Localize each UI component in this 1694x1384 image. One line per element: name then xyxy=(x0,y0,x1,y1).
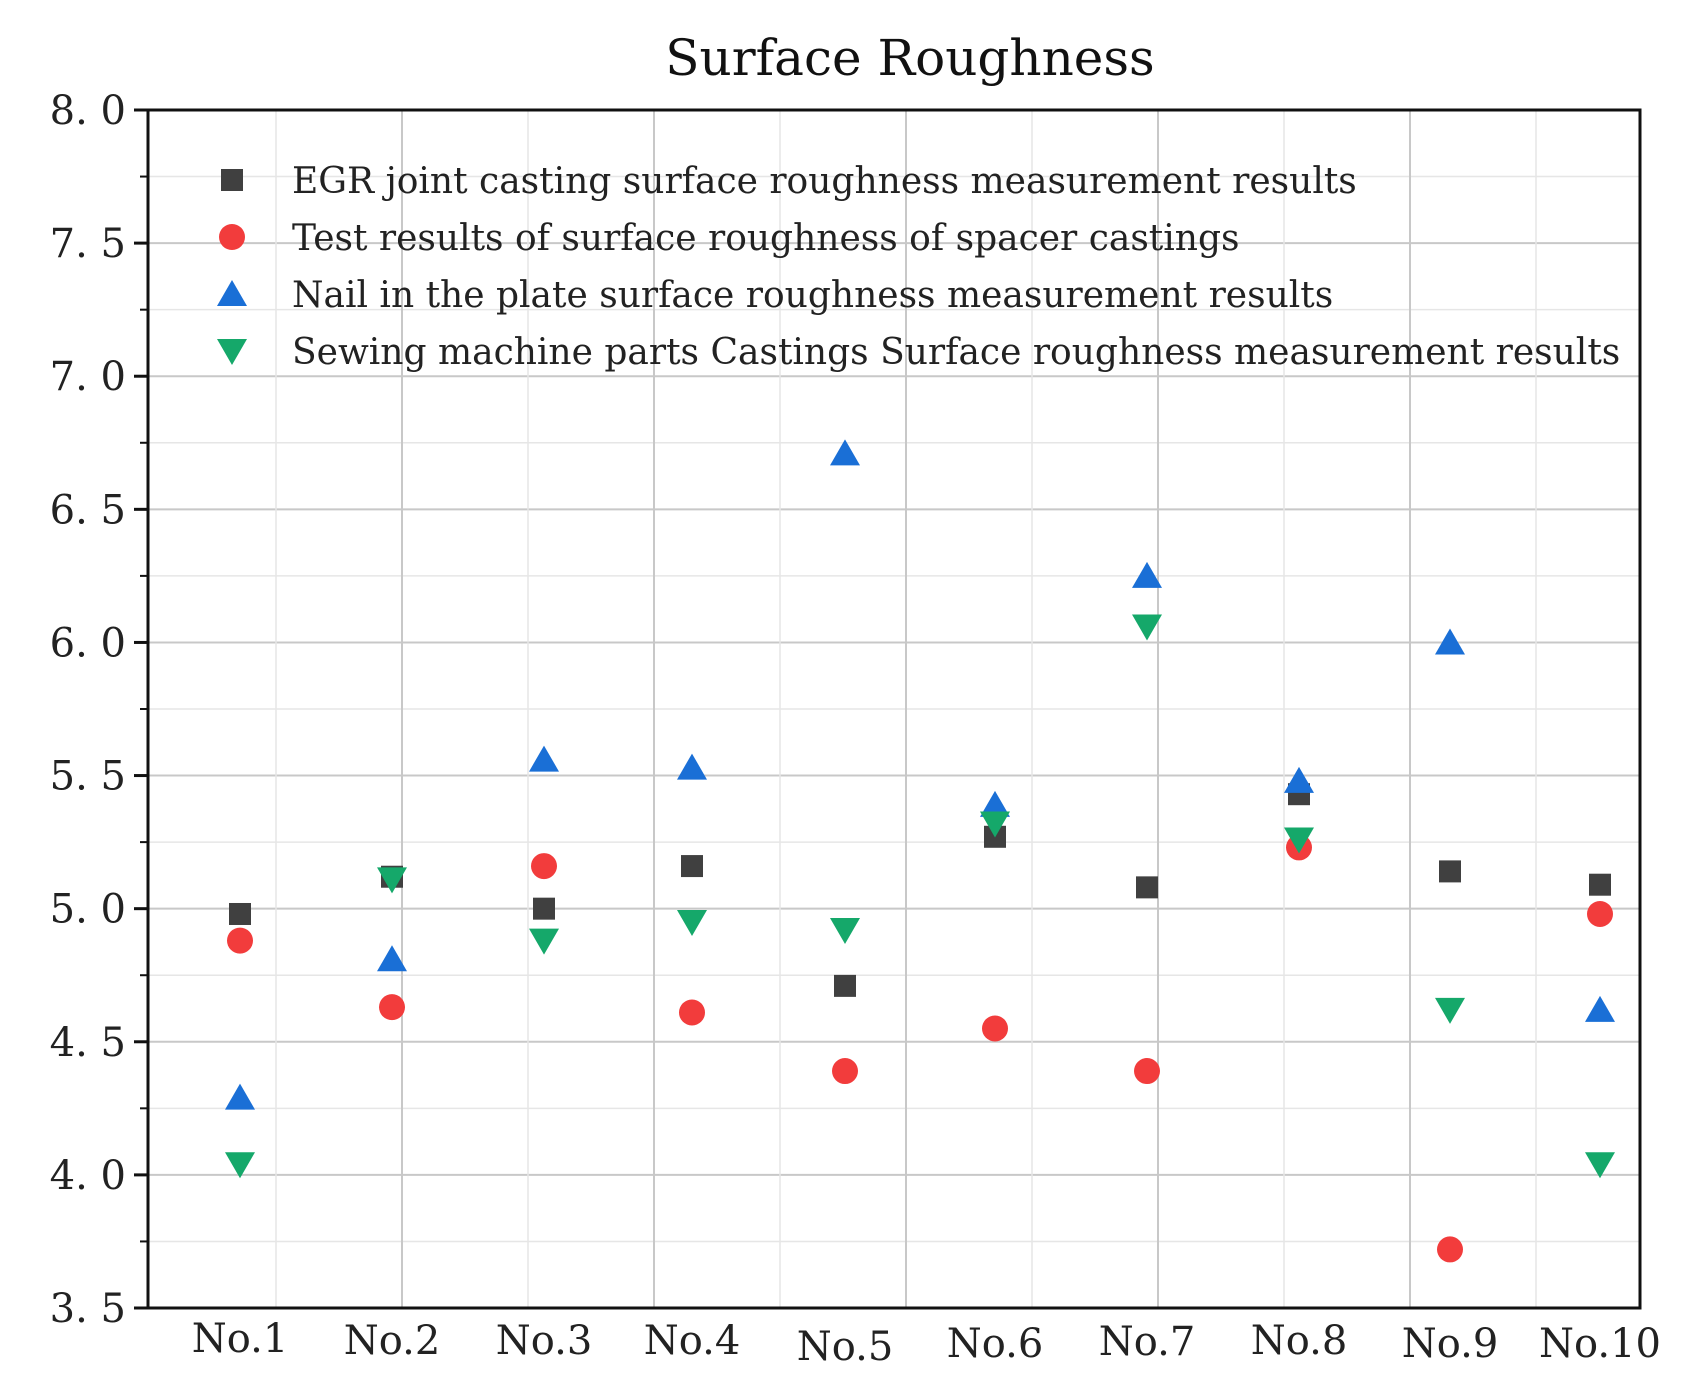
data-point-triangle-down xyxy=(980,811,1010,838)
data-point-triangle-up xyxy=(225,1083,255,1110)
data-point-triangle-up xyxy=(377,945,407,972)
data-point-triangle-up xyxy=(830,439,860,466)
data-point-triangle-down xyxy=(1585,1152,1615,1179)
legend-label: EGR joint casting surface roughness meas… xyxy=(292,161,1357,202)
data-point-triangle-up xyxy=(529,745,559,772)
data-point-square xyxy=(1589,873,1611,896)
y-tick-label: 5. 5 xyxy=(50,754,126,800)
data-point-square xyxy=(229,902,251,925)
x-tick-label: No.7 xyxy=(1099,1319,1196,1365)
series-2 xyxy=(227,834,1613,1263)
legend-item: Nail in the plate surface roughness meas… xyxy=(217,275,1333,316)
legend-label: Nail in the plate surface roughness meas… xyxy=(292,275,1333,316)
y-tick-label: 7. 5 xyxy=(50,221,126,267)
x-tick-label: No.10 xyxy=(1539,1321,1661,1367)
data-marks xyxy=(225,439,1615,1263)
legend-marker-circle xyxy=(219,224,245,250)
data-point-circle xyxy=(1134,1058,1160,1085)
legend-item: EGR joint casting surface roughness meas… xyxy=(221,161,1357,202)
legend: EGR joint casting surface roughness meas… xyxy=(217,161,1620,373)
y-tick-label: 4. 5 xyxy=(50,1020,126,1066)
legend-label: Sewing machine parts Castings Surface ro… xyxy=(292,332,1620,373)
series-3 xyxy=(225,439,1615,1110)
data-point-triangle-up xyxy=(1435,628,1465,655)
data-point-circle xyxy=(1587,900,1613,927)
legend-marker-square xyxy=(221,169,243,191)
data-point-square xyxy=(1439,860,1461,883)
legend-item: Sewing machine parts Castings Surface ro… xyxy=(217,332,1620,373)
x-tick-label: No.6 xyxy=(947,1321,1044,1367)
data-point-triangle-down xyxy=(677,909,707,936)
data-point-circle xyxy=(227,927,253,954)
grid-layer xyxy=(148,109,1640,1309)
y-tick-label: 7. 0 xyxy=(50,354,126,400)
data-point-triangle-down xyxy=(1132,614,1162,641)
x-tick-label: No.8 xyxy=(1251,1318,1348,1364)
x-tick-label: No.9 xyxy=(1402,1321,1499,1367)
legend-item: Test results of surface roughness of spa… xyxy=(219,218,1240,259)
data-point-triangle-down xyxy=(1284,827,1314,854)
data-point-circle xyxy=(379,994,405,1021)
data-point-square xyxy=(1136,876,1158,899)
data-point-triangle-up xyxy=(1585,995,1615,1022)
data-point-triangle-down xyxy=(830,917,860,944)
data-point-triangle-up xyxy=(1284,766,1314,793)
data-point-circle xyxy=(679,999,705,1026)
data-point-circle xyxy=(982,1015,1008,1042)
x-tick-label: No.3 xyxy=(496,1318,593,1364)
data-point-triangle-down xyxy=(225,1152,255,1179)
y-tick-label: 6. 5 xyxy=(50,487,126,533)
data-point-triangle-up xyxy=(1132,561,1162,588)
data-point-triangle-down xyxy=(529,928,559,955)
legend-marker-triangle-up xyxy=(217,280,247,306)
data-point-circle xyxy=(531,853,557,880)
x-tick-label: No.2 xyxy=(344,1318,441,1364)
legend-label: Test results of surface roughness of spa… xyxy=(292,218,1240,259)
x-tick-label: No.4 xyxy=(644,1318,741,1364)
data-point-square xyxy=(834,974,856,997)
data-point-triangle-up xyxy=(980,790,1010,817)
y-tick-label: 4. 0 xyxy=(50,1153,126,1199)
axis-layer: 8. 0 7. 5 7. 0 6. 5 6. 0 5. 5 5. 0 4. 5 4. 0 3. 5… xyxy=(50,88,1661,1370)
data-point-triangle-down xyxy=(1435,997,1465,1024)
x-tick-label: No.1 xyxy=(192,1316,289,1362)
series-4 xyxy=(225,614,1615,1179)
x-tick-label: No.5 xyxy=(797,1324,894,1370)
data-point-square xyxy=(681,855,703,878)
data-point-circle xyxy=(1437,1236,1463,1263)
data-point-triangle-up xyxy=(677,753,707,780)
data-point-circle xyxy=(832,1058,858,1085)
y-tick-label: 6. 0 xyxy=(50,620,126,666)
y-tick-label: 3. 5 xyxy=(50,1286,126,1332)
y-tick-label: 5. 0 xyxy=(50,887,126,933)
y-tick-label: 8. 0 xyxy=(50,88,126,134)
legend-marker-triangle-down xyxy=(217,339,247,365)
data-point-square xyxy=(533,897,555,920)
chart-title: Surface Roughness xyxy=(665,29,1154,87)
data-point-triangle-down xyxy=(377,867,407,894)
